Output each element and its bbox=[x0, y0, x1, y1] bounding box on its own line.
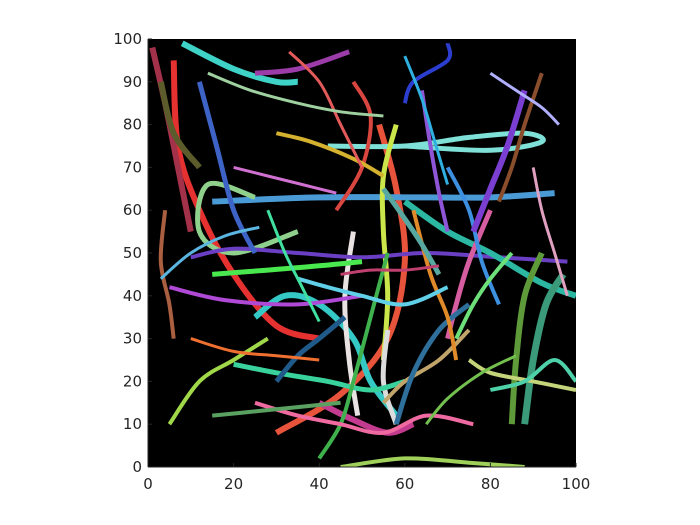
series-curve-40 bbox=[275, 131, 385, 178]
series-curve-21 bbox=[402, 42, 453, 104]
series-curve-4 bbox=[327, 130, 546, 153]
series-curve-16 bbox=[149, 46, 194, 233]
series-curve-26 bbox=[317, 252, 390, 460]
series-curve-37 bbox=[467, 358, 576, 392]
series-curve-51 bbox=[190, 337, 320, 362]
y-tick-label: 0 bbox=[132, 458, 142, 476]
series-curve-38 bbox=[489, 358, 576, 392]
series-curve-18 bbox=[157, 81, 202, 170]
series-curve-15 bbox=[212, 259, 363, 277]
series-curve-50 bbox=[425, 354, 517, 426]
y-tick-label: 80 bbox=[123, 116, 142, 134]
x-tick-label: 20 bbox=[224, 475, 243, 493]
series-curve-28 bbox=[411, 209, 459, 361]
series-curve-48 bbox=[403, 55, 450, 185]
series-curve-45 bbox=[159, 225, 260, 280]
series-curve-55 bbox=[266, 209, 321, 323]
series-curve-8 bbox=[380, 329, 399, 425]
series-curve-1 bbox=[170, 60, 321, 342]
series-curve-17 bbox=[196, 81, 258, 255]
series-curve-23 bbox=[521, 272, 567, 425]
series-curve-33 bbox=[470, 89, 528, 233]
curves-group bbox=[149, 40, 576, 467]
y-tick-label: 30 bbox=[123, 330, 142, 348]
series-curve-31 bbox=[167, 336, 269, 426]
series-curve-20 bbox=[254, 49, 351, 76]
series-curve-49 bbox=[233, 165, 337, 195]
series-curve-44 bbox=[158, 210, 176, 339]
series-curve-14 bbox=[168, 285, 363, 307]
y-tick-label: 40 bbox=[123, 287, 142, 305]
series-curve-53 bbox=[212, 400, 341, 418]
y-tick-label: 10 bbox=[123, 415, 142, 433]
series-curve-42 bbox=[454, 251, 514, 340]
y-tick-label: 60 bbox=[123, 201, 142, 219]
series-curve-30 bbox=[297, 276, 449, 307]
series-curve-11 bbox=[233, 361, 406, 393]
series-curve-35 bbox=[381, 187, 442, 276]
series-curve-36 bbox=[254, 400, 474, 435]
series-curve-32 bbox=[445, 166, 501, 306]
y-tick-label: 20 bbox=[123, 372, 142, 390]
series-curve-47 bbox=[207, 71, 384, 118]
series-curve-7 bbox=[379, 123, 399, 361]
y-tick-label: 100 bbox=[113, 30, 142, 48]
series-curve-43 bbox=[274, 315, 347, 384]
series-curve-34 bbox=[497, 72, 544, 203]
series-curve-54 bbox=[531, 167, 569, 297]
series-curve-39 bbox=[334, 80, 373, 212]
x-tick-label: 0 bbox=[143, 475, 153, 493]
x-tick-label: 80 bbox=[481, 475, 500, 493]
y-tick-label: 90 bbox=[123, 73, 142, 91]
series-curve-22 bbox=[508, 251, 545, 425]
axes-group: 0 20 40 60 80 100 0 10 20 30 40 50 60 70 80 90 100 bbox=[113, 30, 590, 493]
series-curve-19 bbox=[180, 40, 298, 86]
x-tick-label: 100 bbox=[562, 475, 591, 493]
x-tick-label: 60 bbox=[395, 475, 414, 493]
series-curve-27 bbox=[393, 302, 471, 425]
series-curve-29 bbox=[340, 456, 525, 467]
series-curve-25 bbox=[381, 328, 471, 405]
x-tick-label: 40 bbox=[310, 475, 329, 493]
series-curve-2 bbox=[274, 123, 409, 436]
series-curve-10 bbox=[317, 400, 415, 436]
series-curve-56 bbox=[340, 264, 440, 276]
series-curve-46 bbox=[288, 50, 364, 169]
series-curve-3 bbox=[212, 190, 555, 205]
series-curve-52 bbox=[489, 71, 560, 126]
y-tick-label: 70 bbox=[123, 158, 142, 176]
y-tick-label: 50 bbox=[123, 244, 142, 262]
series-curve-6 bbox=[253, 292, 399, 418]
